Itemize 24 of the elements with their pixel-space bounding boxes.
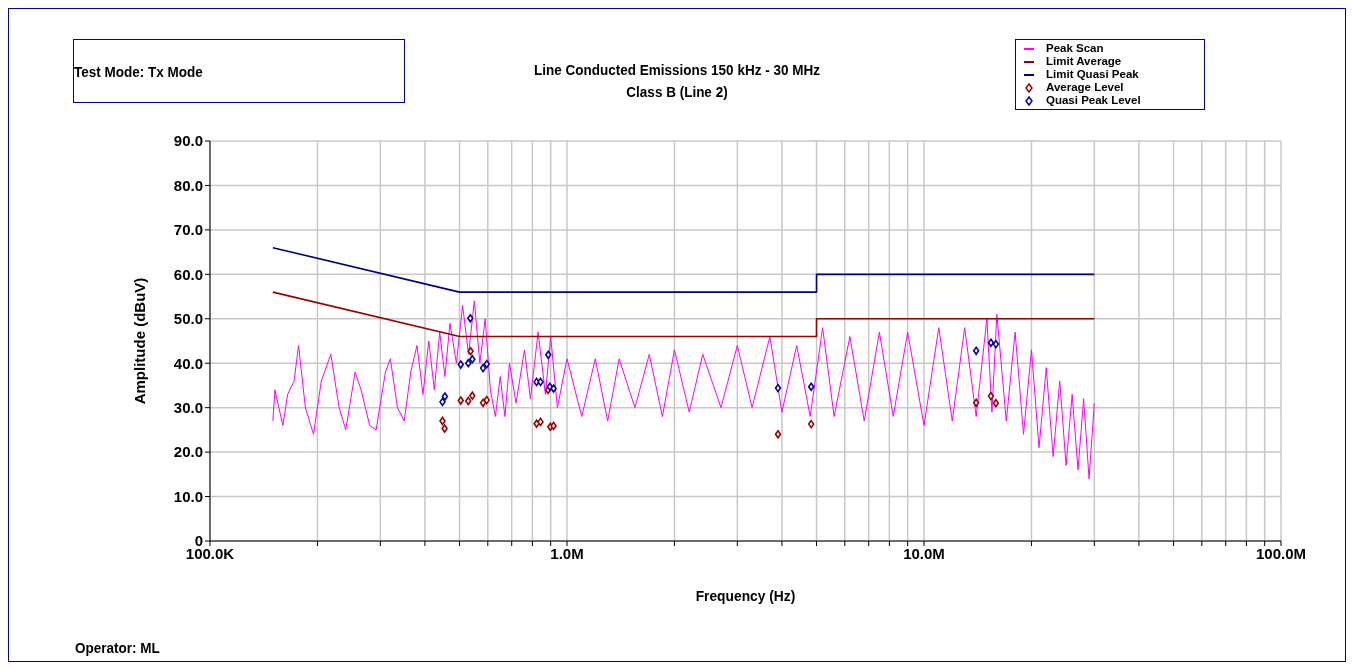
legend-label: Average Level [1046, 81, 1124, 94]
y-axis-title: Amplitude (dBuV) [131, 277, 149, 405]
y-tick-label: 10.0 [173, 487, 203, 505]
x-tick-label: 10.0M [903, 544, 945, 562]
y-tick-label: 60.0 [173, 265, 203, 283]
chart-subtitle: Class B (Line 2) [626, 83, 728, 100]
legend-label: Quasi Peak Level [1046, 94, 1141, 107]
x-tick-label: 100.0M [1255, 544, 1307, 562]
y-tick-label: 50.0 [173, 310, 203, 328]
chart-title: Line Conducted Emissions 150 kHz - 30 MHz [534, 61, 820, 78]
y-tick-label: 90.0 [173, 132, 203, 150]
y-tick-label: 80.0 [173, 176, 203, 194]
y-tick-label: 40.0 [173, 354, 203, 372]
legend-label: Limit Average [1046, 55, 1122, 68]
text: Operator: ML [75, 639, 160, 656]
legend-label: Limit Quasi Peak [1046, 68, 1139, 81]
text: Test Mode: Tx Mode [74, 62, 203, 80]
y-tick-label: 20.0 [173, 443, 203, 461]
x-axis-title: Frequency (Hz) [694, 587, 797, 604]
y-tick-label: 70.0 [173, 221, 203, 239]
x-tick-label: 1.0M [550, 544, 584, 562]
y-tick-label: 30.0 [173, 398, 203, 416]
y-tick-label: 0 [194, 532, 203, 550]
legend-label: Peak Scan [1046, 42, 1104, 55]
